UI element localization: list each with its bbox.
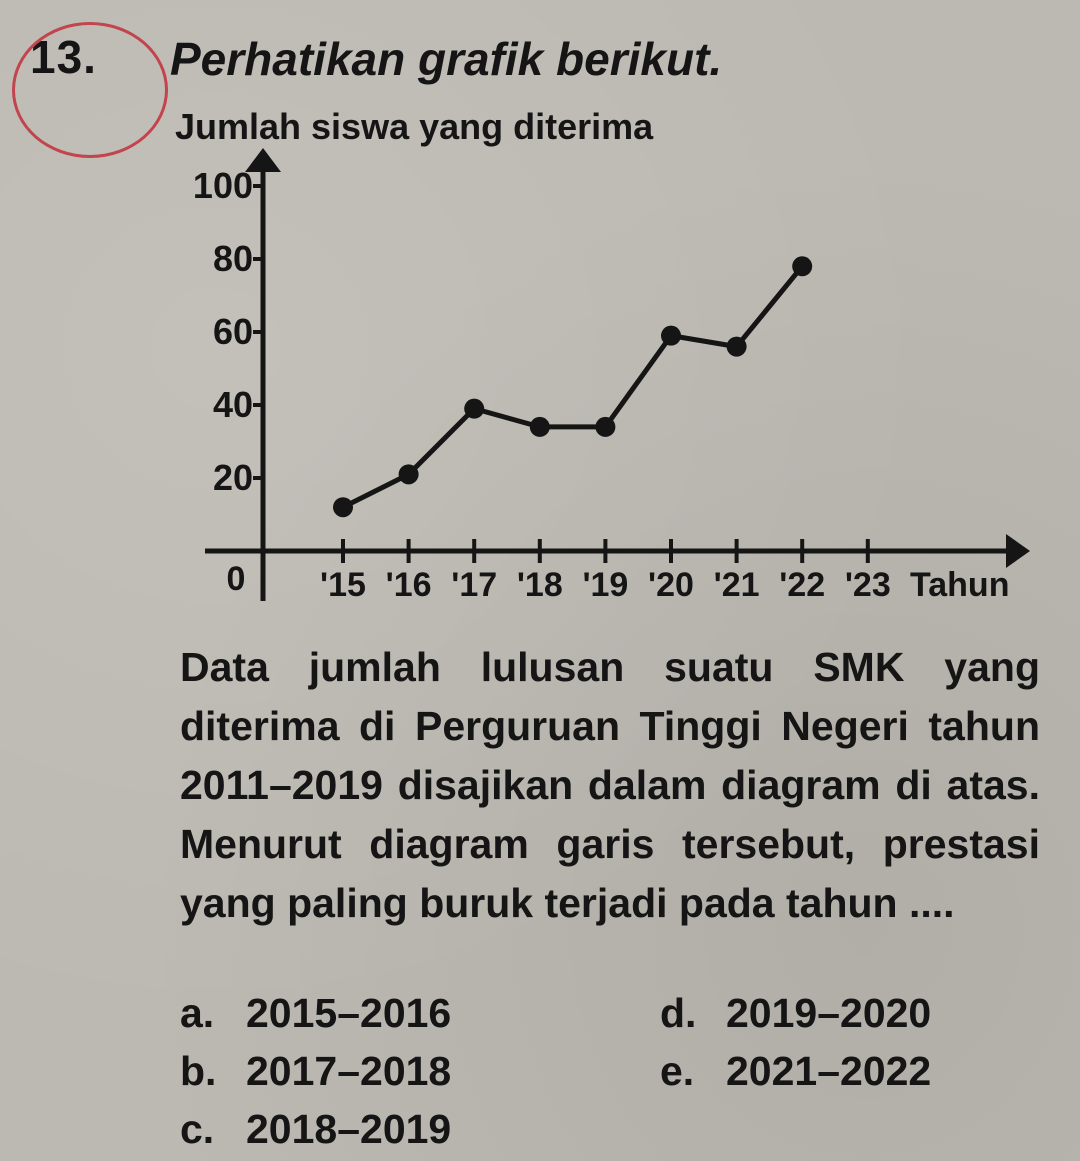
x-tick-label: '18	[517, 566, 563, 604]
x-tick-label: '19	[582, 566, 628, 604]
question-title: Perhatikan grafik berikut.	[170, 33, 723, 85]
y-tick-label: 100	[193, 165, 253, 206]
y-tick-label: 60	[213, 311, 253, 352]
x-axis-arrow-icon	[1006, 534, 1030, 568]
data-point	[464, 398, 485, 419]
option-a[interactable]: a. 2015–2016	[180, 990, 451, 1037]
y-axis-title: Jumlah siswa yang diterima	[175, 106, 654, 147]
y-axis-arrow-icon	[245, 148, 281, 172]
y-tick-label: 40	[213, 384, 253, 425]
option-e[interactable]: e. 2021–2022	[660, 1048, 931, 1095]
x-tick-label: '22	[779, 566, 825, 604]
x-tick-label: '20	[648, 566, 694, 604]
option-letter: d.	[660, 990, 697, 1036]
option-letter: e.	[660, 1048, 695, 1094]
data-point	[595, 416, 616, 437]
option-text: 2019–2020	[726, 990, 932, 1036]
x-axis-label: Tahun	[910, 566, 1009, 604]
option-text: 2021–2022	[726, 1048, 932, 1094]
line-chart: 20 40 60 80 100 0 '15 '16 '17 '18 '19 '20 '21 '22 '23 T…	[193, 148, 1030, 604]
x-tick-label: '17	[451, 566, 497, 604]
option-b[interactable]: b. 2017–2018	[180, 1048, 451, 1095]
x-tick-label: '21	[714, 566, 760, 604]
data-point	[661, 325, 681, 346]
question-number-text: 13.	[30, 31, 97, 83]
data-point	[333, 497, 353, 518]
origin-label: 0	[227, 560, 246, 598]
option-d[interactable]: d. 2019–2020	[660, 990, 931, 1037]
data-point	[398, 464, 419, 485]
data-point	[726, 336, 747, 357]
option-text: 2018–2019	[246, 1106, 452, 1152]
x-tick-label: '15	[320, 566, 366, 604]
option-letter: a.	[180, 990, 215, 1036]
x-tick-label: '23	[845, 566, 891, 604]
series-line	[341, 264, 805, 510]
option-letter: b.	[180, 1048, 217, 1094]
y-tick-label: 20	[213, 457, 253, 498]
option-text: 2015–2016	[246, 990, 452, 1036]
x-tick-label: '16	[386, 566, 432, 604]
data-point	[529, 416, 550, 437]
y-tick-label: 80	[213, 238, 253, 279]
option-letter: c.	[180, 1106, 215, 1152]
data-point	[792, 256, 813, 277]
option-c[interactable]: c. 2018–2019	[180, 1106, 451, 1153]
question-paragraph: Data jumlah lulusan suatu SMK yang diter…	[180, 644, 1040, 926]
option-text: 2017–2018	[246, 1048, 452, 1094]
